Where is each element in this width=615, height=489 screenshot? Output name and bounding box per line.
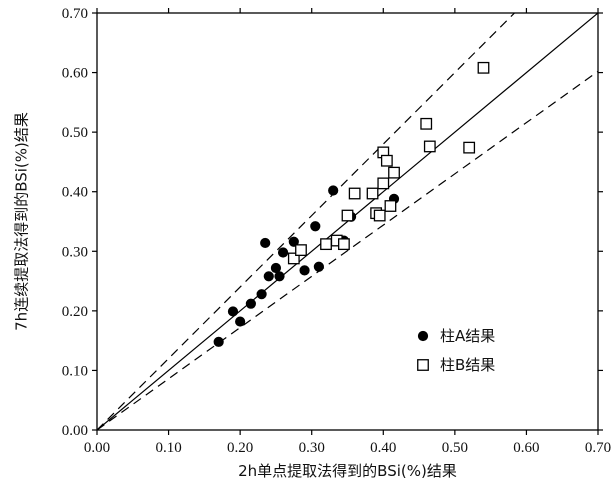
dashed-reference-line [97,13,515,430]
plot-frame [96,12,599,431]
point-column-a [256,289,267,300]
point-column-a [270,262,282,274]
point-column-a [227,306,239,317]
x-tick-label: 0.70 [585,440,611,456]
y-tick-label: 0.10 [62,363,88,379]
point-column-a [310,221,321,232]
x-tick-label: 0.40 [370,440,396,456]
point-column-b [320,238,332,251]
y-tick-label: 0.40 [62,185,88,201]
y-tick-label: 0.70 [62,6,88,22]
legend-label-a: 柱A结果 [440,327,495,345]
point-column-a [235,316,246,327]
x-axis-title: 2h单点提取法得到的BSi(%)结果 [238,462,457,480]
point-column-a [288,236,299,247]
axes: 0.00 0.10 0.20 0.30 0.40 0.50 0.60 0.70 0.00 0.10… [62,6,611,456]
legend-marker-a [417,330,429,342]
dashed-reference-line [97,70,598,430]
x-tick-label: 0.60 [513,440,539,456]
point-column-b [420,117,433,130]
point-column-b [380,154,393,167]
one-to-one-line [97,13,598,430]
point-column-b [366,187,379,200]
plot-content [97,13,598,430]
point-column-b [388,166,400,179]
point-column-b [377,177,390,190]
point-column-b [287,252,300,265]
point-column-b [338,238,350,251]
point-column-b [423,140,436,153]
x-tick-label: 0.20 [227,440,253,456]
point-column-b [348,187,361,200]
x-tick-label: 0.10 [155,440,181,456]
y-tick-label: 0.30 [62,244,88,260]
series-b [287,61,490,265]
legend-label-b: 柱B结果 [440,356,495,374]
point-column-b [295,244,307,256]
point-column-b [341,209,354,222]
point-column-a [263,271,274,282]
point-column-a [277,247,289,258]
point-column-a [299,265,310,276]
point-column-a [213,336,224,347]
y-tick-label: 0.60 [62,66,88,82]
point-column-b [384,200,397,212]
legend-marker-b [417,359,429,371]
point-column-a [313,261,324,272]
point-column-a [274,271,285,282]
y-tick-label: 0.00 [62,423,88,439]
reference-lines [97,13,598,430]
point-column-a [328,185,339,196]
y-tick-label: 0.50 [62,125,88,141]
x-tick-label: 0.50 [442,440,468,456]
x-tick-label: 0.00 [84,440,110,456]
y-tick-label: 0.20 [62,304,88,320]
point-column-b [477,61,490,74]
point-column-a [245,298,256,309]
point-column-b [463,141,476,154]
point-column-a [260,237,271,249]
x-tick-label: 0.30 [299,440,325,456]
y-axis-title: 7h连续提取法得到的BSi(%)结果 [13,112,31,331]
point-column-b [373,209,386,222]
